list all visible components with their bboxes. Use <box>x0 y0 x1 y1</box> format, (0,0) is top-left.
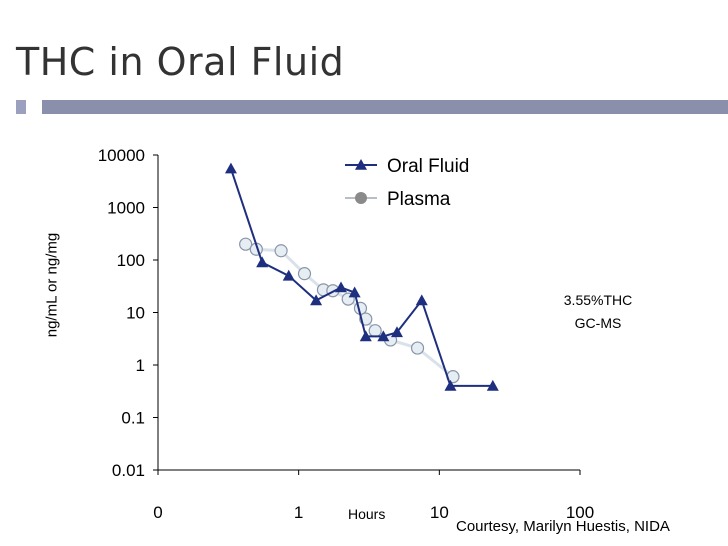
oral-fluid-point <box>348 286 361 298</box>
plasma-point <box>368 324 382 338</box>
x-tick-label: 1 <box>294 503 303 522</box>
oral-fluid-line <box>229 168 493 387</box>
oral-fluid-point <box>335 281 348 293</box>
plasma-point <box>239 237 253 251</box>
oral-fluid-point <box>390 326 403 338</box>
plasma-point <box>274 244 288 258</box>
y-axis-title: ng/mL or ng/mg <box>43 232 61 338</box>
y-tick-label: 10 <box>126 304 145 323</box>
legend-plasma-marker <box>355 192 367 204</box>
annotation-thc-percent: 3.55%THC <box>563 292 633 308</box>
oral-fluid-point <box>415 294 428 306</box>
y-tick-label: 0.1 <box>121 409 145 428</box>
x-tick-label: 10 <box>430 503 449 522</box>
plasma-point <box>297 267 312 281</box>
y-tick-label: 0.01 <box>112 461 145 480</box>
legend-oral-fluid-marker <box>355 159 367 170</box>
y-tick-label: 1 <box>136 356 145 375</box>
plasma-point <box>410 341 425 355</box>
x-axis-title: Hours <box>348 506 386 522</box>
x-tick-label: 100 <box>566 503 594 522</box>
oral-fluid-point <box>282 269 295 281</box>
oral-fluid-point <box>256 256 269 268</box>
legend-plasma-label: Plasma <box>387 189 451 210</box>
plasma-line <box>245 242 454 378</box>
oral-fluid-point <box>310 294 323 306</box>
credit-line: Courtesy, Marilyn Huestis, NIDA <box>456 518 670 535</box>
oral-fluid-point <box>359 330 372 342</box>
legend-oral-fluid-label: Oral Fluid <box>387 156 469 177</box>
oral-fluid-point <box>377 330 390 342</box>
x-tick-label: 0 <box>153 503 162 522</box>
oral-fluid-point <box>444 379 457 391</box>
annotation-method: GC-MS <box>574 315 622 331</box>
y-tick-label: 1000 <box>107 199 145 218</box>
oral-fluid-point <box>224 162 237 174</box>
title-divider-accent <box>16 100 26 114</box>
title-divider-bar <box>42 100 728 114</box>
slide-title: THC in Oral Fluid <box>16 40 345 84</box>
y-tick-label: 10000 <box>98 146 145 165</box>
oral-fluid-point <box>486 379 499 391</box>
y-tick-label: 100 <box>117 251 145 270</box>
